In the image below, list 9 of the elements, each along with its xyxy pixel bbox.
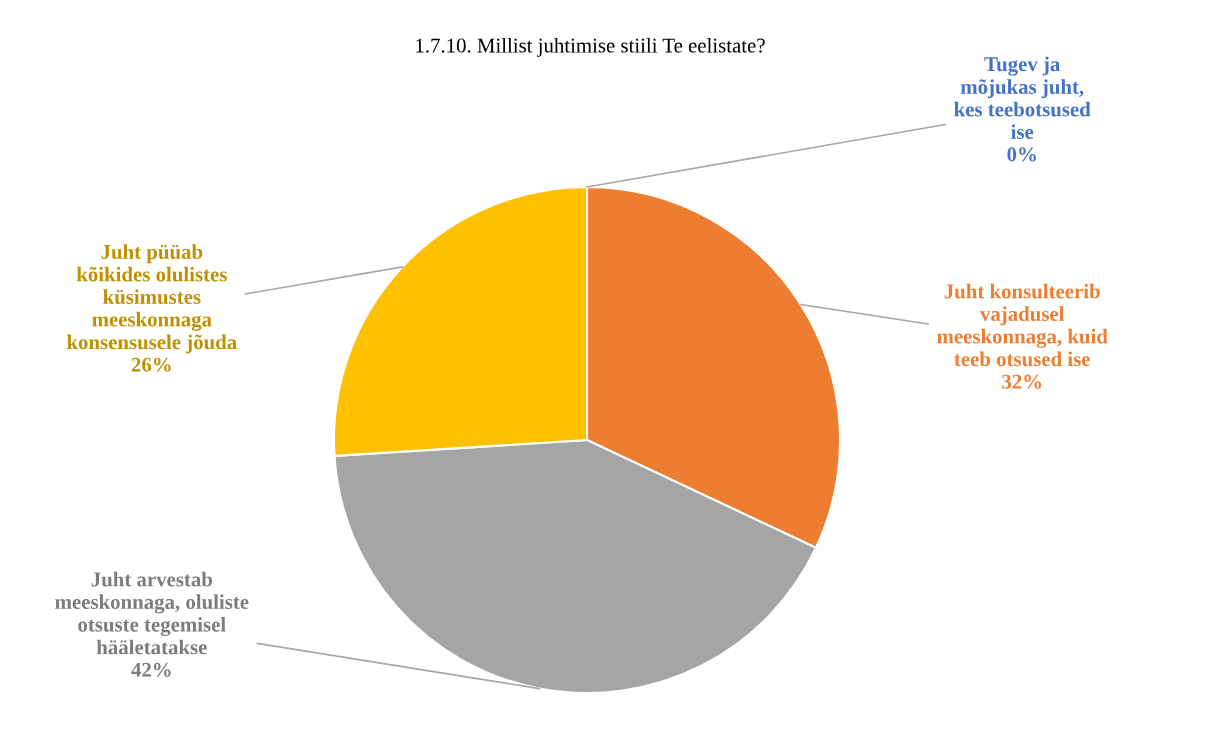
text: 0% xyxy=(1007,147,1036,162)
slice-label: Juht konsulteerib vajadusel meeskonnaga, kuid teeb otsused ise xyxy=(937,283,1108,367)
data-label: 32% xyxy=(1002,374,1042,389)
chart-title: 1.7.10. Millist juhtimise stiili Te eelistate? xyxy=(416,37,765,57)
slice-label: Juht arvestab meeskonnaga, oluliste otsuste tegemisel hääletatakse xyxy=(55,571,249,655)
data-label: 42% xyxy=(131,662,171,677)
category-label: Tugev ja mõjukas juht, kes teebotsused ise xyxy=(954,56,1091,139)
data-label: 26% xyxy=(131,357,171,372)
slice-label: Juht püüab kõikides olulistes küsimustes meeskonnaga konsensusele jõuda xyxy=(66,244,237,354)
